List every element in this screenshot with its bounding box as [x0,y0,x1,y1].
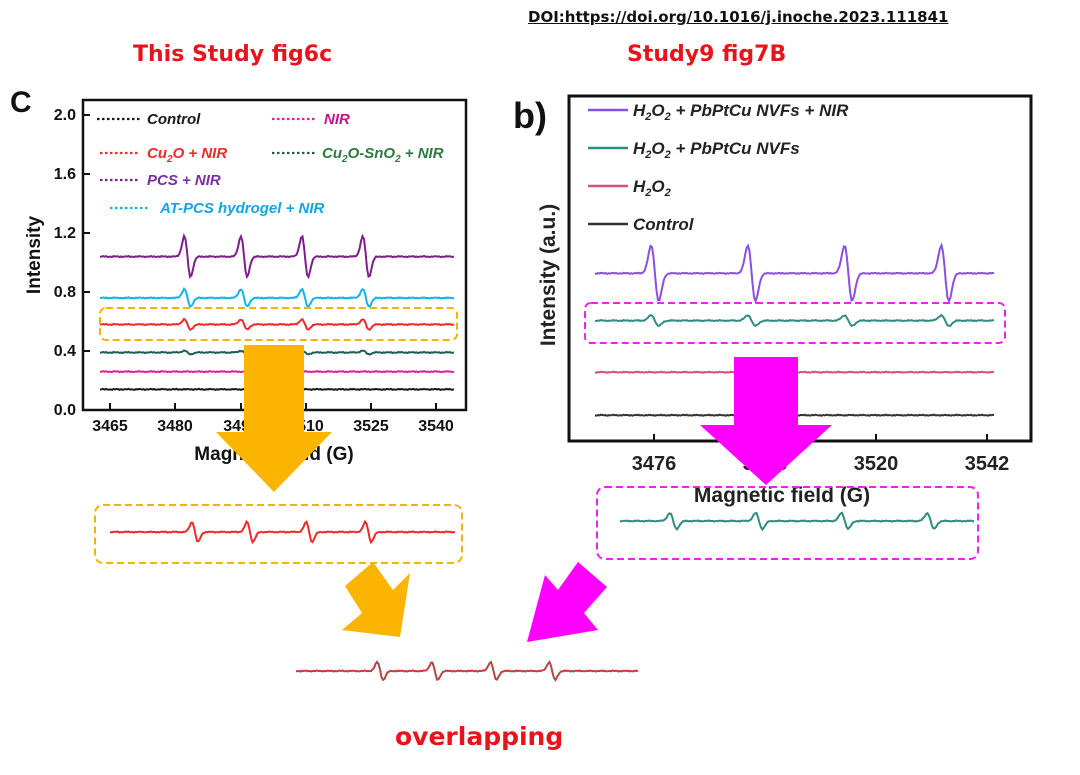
series-line [594,242,994,305]
right-extracted-trace [619,511,975,532]
right-heading: Study9 fig7B [627,42,787,67]
series-line [99,287,455,309]
left-heading: This Study fig6c [133,42,333,67]
right-highlight-box [584,302,1006,344]
left-ytick-label: 0.4 [54,343,76,360]
legend-control: Control [147,111,201,128]
left-ytick-label: 0.0 [54,402,76,419]
right-y-axis-label: Intensity (a.u.) [537,204,560,346]
magenta-diagonal-arrow [527,562,607,642]
left-y-ticks: 0.0 0.4 0.8 1.2 1.6 2.0 [54,107,90,419]
overlap-red-trace [295,660,639,682]
right-legend: H2O2 + PbPtCu NVFs + NIR H2O2 + PbPtCu N… [588,101,849,234]
right-xtick-label: 3520 [854,453,899,475]
extracted-cu2o-trace [109,519,456,545]
doi-text: DOI:https://doi.org/10.1016/j.inoche.202… [528,8,949,26]
left-xtick-label: 3540 [418,418,454,435]
right-extract-box [596,486,979,560]
legend-h2o2-nvfs: H2O2 + PbPtCu NVFs [633,139,800,161]
legend-cu2o-sno2-nir: Cu2O-SnO2 + NIR [322,145,444,165]
orange-diagonal-arrow [342,562,410,637]
legend-h2o2: H2O2 [633,177,671,199]
left-xtick-label: 3465 [92,418,128,435]
legend-at-pcs-hydrogel-nir: AT-PCS hydrogel + NIR [159,200,324,217]
left-panel-label: C [10,86,32,119]
series-line [99,317,455,332]
left-y-axis-label: Intensity [24,216,45,295]
left-extract-box [94,504,463,564]
left-xtick-label: 3480 [157,418,193,435]
left-ytick-label: 1.6 [54,166,76,183]
series-line [99,232,455,280]
right-xtick-label: 3476 [632,453,677,475]
legend-control-right: Control [633,215,695,234]
left-chart: C 0.0 0.4 0.8 1.2 1.6 2.0 3465 3480 3495 [10,86,468,465]
left-highlight-box [99,307,458,341]
right-x-axis-label: Magnetic field (G) [694,484,870,507]
left-ytick-label: 2.0 [54,107,76,124]
left-extracted-trace [109,519,456,545]
legend-nir: NIR [324,111,350,128]
right-xtick-label: 3542 [965,453,1010,475]
overlap-traces [295,660,639,682]
extracted-nvfs-trace [619,511,975,532]
legend-h2o2-nvfs-nir: H2O2 + PbPtCu NVFs + NIR [633,101,849,123]
overlapping-label: overlapping [395,722,564,751]
right-panel-label: b) [513,95,547,136]
magenta-down-arrow [700,357,832,485]
left-xtick-label: 3525 [353,418,389,435]
left-ytick-label: 1.2 [54,225,76,242]
orange-down-arrow [216,345,332,492]
legend-pcs-nir: PCS + NIR [147,172,221,189]
left-ytick-label: 0.8 [54,284,76,301]
series-line [594,313,994,328]
